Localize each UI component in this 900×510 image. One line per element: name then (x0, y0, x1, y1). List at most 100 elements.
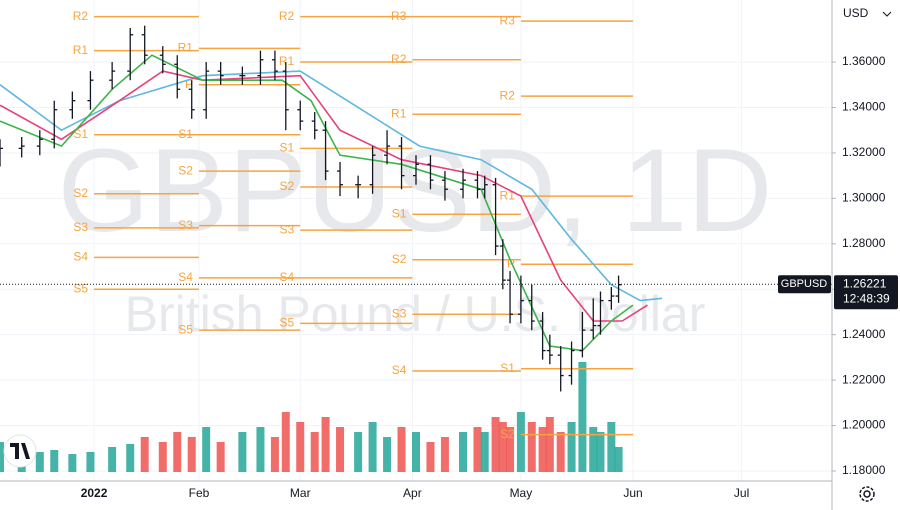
y-tick-label: 1.34000 (842, 100, 886, 114)
x-tick-label: 2022 (81, 486, 108, 500)
last-price-label: 1.26221 (843, 276, 887, 290)
volume-bar (516, 412, 525, 472)
volume-bar (412, 432, 420, 472)
volume-bar (86, 452, 95, 472)
volume-bar (614, 447, 623, 472)
pivot-label: S2 (73, 186, 88, 200)
symbol-label: GBPUSD (781, 278, 828, 290)
volume-bar (368, 422, 377, 472)
volume-bar (498, 422, 507, 472)
volume-bar (397, 427, 406, 472)
volume-bar (527, 422, 536, 472)
volume-bar (596, 432, 605, 472)
volume-bar (126, 444, 135, 472)
x-tick-label: May (510, 486, 533, 500)
pivot-label: R2 (391, 52, 407, 66)
volume-bar (256, 427, 265, 472)
x-tick-label: Mar (290, 486, 311, 500)
volume-bar (607, 422, 616, 472)
volume-bar (202, 427, 211, 472)
currency-label[interactable]: USD (843, 6, 869, 20)
volume-bar (578, 362, 587, 472)
y-tick-label: 1.32000 (842, 145, 886, 159)
pivot-label: R2 (73, 9, 89, 23)
volume-bar (491, 417, 500, 472)
pivot-label: S4 (73, 250, 88, 264)
pivot-label: S2 (178, 163, 193, 177)
volume-bar (68, 454, 77, 472)
pivot-label: S4 (392, 363, 407, 377)
volume-bar (281, 412, 290, 472)
volume-bar (336, 427, 345, 472)
volume-bar (506, 427, 515, 472)
pivot-label: S2 (280, 179, 295, 193)
pivot-label: S3 (178, 218, 193, 232)
currency-dropdown[interactable] (882, 11, 892, 17)
x-tick-label: Feb (189, 486, 210, 500)
volume-bar (140, 437, 149, 472)
pivot-label: S4 (178, 270, 193, 284)
volume-bar (545, 417, 554, 472)
volume-bar (538, 427, 547, 472)
pivot-label: R2 (500, 88, 516, 102)
pivot-label: S4 (280, 270, 295, 284)
settings-icon[interactable] (859, 486, 875, 502)
symbol-box (778, 275, 831, 294)
pivot-label: S3 (280, 222, 295, 236)
y-tick-label: 1.24000 (842, 327, 886, 341)
pivot-label: R1 (178, 41, 194, 55)
volume-bar (321, 417, 330, 472)
volume-bar (310, 432, 319, 472)
moving-average (0, 70, 648, 322)
pivot-label: R1 (279, 54, 295, 68)
volume-bar (270, 437, 279, 472)
volume-bar (567, 422, 576, 472)
volume-bar (35, 452, 44, 472)
y-tick-label: 1.18000 (842, 463, 886, 477)
tv-logo (3, 434, 37, 468)
pivot-label: R1 (73, 43, 89, 57)
volume-bar (459, 432, 468, 472)
pivot-label: S1 (73, 127, 88, 141)
volume-bar (440, 437, 449, 472)
price-box (834, 275, 898, 310)
volume-bar (216, 442, 225, 472)
volume-bar (173, 432, 182, 472)
y-tick-label: 1.20000 (842, 418, 886, 432)
pivot-label: S1 (178, 127, 193, 141)
pivot-label: S5 (280, 315, 295, 329)
pivot-label: S5 (73, 281, 88, 295)
pivot-label: P (507, 256, 515, 270)
pivot-label: S3 (392, 306, 407, 320)
x-tick-label: Jul (734, 486, 749, 500)
volume-bar (296, 422, 305, 472)
volume-bar (187, 437, 196, 472)
pivot-label: S1 (500, 361, 515, 375)
volume-bar (383, 437, 392, 472)
volume-bar (0, 442, 4, 472)
volume-bar (426, 442, 435, 472)
pivot-label: R2 (279, 9, 295, 23)
pivot-label: R1 (500, 188, 516, 202)
volume-bar (473, 427, 482, 472)
y-tick-label: 1.30000 (842, 191, 886, 205)
volume-bar (480, 432, 489, 472)
volume-bar (556, 432, 565, 472)
pivot-label: S5 (178, 322, 193, 336)
pivot-label: S3 (73, 220, 88, 234)
volume-bar (354, 432, 363, 472)
pivot-label: R3 (391, 9, 407, 23)
pivot-label: S1 (392, 206, 407, 220)
countdown-label: 12:48:39 (843, 291, 890, 305)
pivot-label: R3 (500, 13, 516, 27)
y-tick-label: 1.28000 (842, 236, 886, 250)
volume-bar (589, 427, 598, 472)
volume-bar (158, 442, 167, 472)
pivot-label: S1 (280, 141, 295, 155)
y-tick-label: 1.22000 (842, 372, 886, 386)
pivot-label: R1 (391, 106, 407, 120)
x-tick-label: Apr (403, 486, 422, 500)
volume-bar (50, 450, 59, 472)
